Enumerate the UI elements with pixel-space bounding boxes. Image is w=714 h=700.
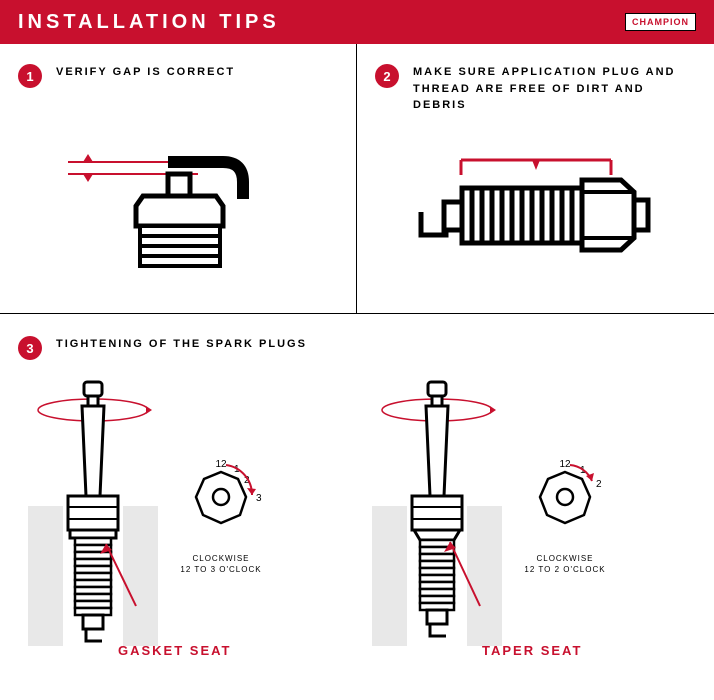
svg-text:2: 2: [596, 479, 602, 490]
clock-dial-icon: 12 1 2 3: [176, 457, 266, 547]
step-1-header: 1 VERIFY GAP IS CORRECT: [18, 64, 338, 88]
clock-dial-icon: 12 1 2: [520, 457, 610, 547]
brand-logo: CHAMPION: [625, 13, 696, 31]
gasket-clock-text: CLOCKWISE 12 TO 3 O'CLOCK: [180, 553, 261, 575]
svg-text:12: 12: [559, 459, 571, 470]
svg-text:3: 3: [256, 493, 262, 504]
header-bar: INSTALLATION TIPS CHAMPION: [0, 0, 714, 44]
gasket-seat-label: GASKET SEAT: [118, 643, 232, 658]
step-3-header: 3 TIGHTENING OF THE SPARK PLUGS: [18, 336, 696, 360]
taper-clock: 12 1 2 CLOCKWISE 12 TO 2 O'CLOCK: [520, 457, 610, 575]
spark-plug-taper-icon: [372, 376, 502, 656]
tightening-row: 12 1 2 3 CLOCKWISE 12 TO 3 O'CLOCK GASKE…: [18, 376, 696, 676]
step-1-number: 1: [18, 64, 42, 88]
step-2-number: 2: [375, 64, 399, 88]
taper-seat-group: 12 1 2 CLOCKWISE 12 TO 2 O'CLOCK TAPER S…: [372, 376, 686, 656]
step-2-text: MAKE SURE APPLICATION PLUG AND THREAD AR…: [413, 64, 696, 114]
step-2-header: 2 MAKE SURE APPLICATION PLUG AND THREAD …: [375, 64, 696, 114]
panel-step-1: 1 VERIFY GAP IS CORRECT: [0, 44, 357, 314]
clockwise-label: CLOCKWISE: [524, 553, 605, 564]
taper-clock-text: CLOCKWISE 12 TO 2 O'CLOCK: [524, 553, 605, 575]
clockwise-label: CLOCKWISE: [180, 553, 261, 564]
gasket-clock: 12 1 2 3 CLOCKWISE 12 TO 3 O'CLOCK: [176, 457, 266, 575]
step-3-text: TIGHTENING OF THE SPARK PLUGS: [56, 336, 307, 353]
gasket-seat-group: 12 1 2 3 CLOCKWISE 12 TO 3 O'CLOCK GASKE…: [28, 376, 342, 656]
spark-plug-gasket-icon: [28, 376, 158, 656]
top-panels: 1 VERIFY GAP IS CORRECT: [0, 44, 714, 314]
svg-text:12: 12: [215, 459, 227, 470]
range-label: 12 TO 2 O'CLOCK: [524, 564, 605, 575]
taper-seat-label: TAPER SEAT: [482, 643, 582, 658]
spark-plug-side-icon: [386, 130, 686, 280]
thread-diagram: [375, 130, 696, 280]
step-1-text: VERIFY GAP IS CORRECT: [56, 64, 235, 81]
gap-diagram: [18, 104, 338, 274]
range-label: 12 TO 3 O'CLOCK: [180, 564, 261, 575]
panel-step-2: 2 MAKE SURE APPLICATION PLUG AND THREAD …: [357, 44, 714, 314]
spark-plug-tip-icon: [48, 104, 308, 274]
page-title: INSTALLATION TIPS: [18, 11, 280, 34]
panel-step-3: 3 TIGHTENING OF THE SPARK PLUGS: [0, 314, 714, 686]
step-3-number: 3: [18, 336, 42, 360]
